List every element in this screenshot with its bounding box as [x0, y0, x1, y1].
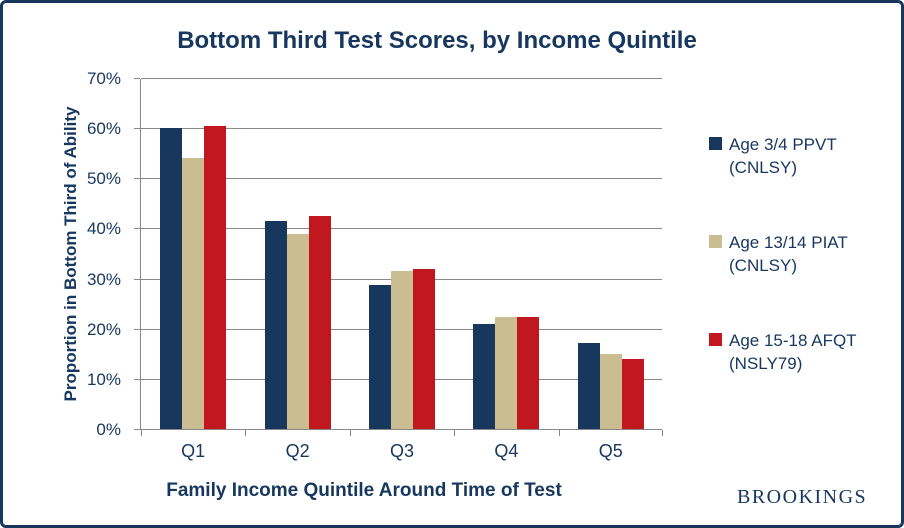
bar-q5-series-2	[599, 354, 622, 429]
bar-q4-series-1	[473, 323, 496, 429]
x-axis-tick	[454, 430, 456, 436]
legend-swatch-afqt	[709, 333, 722, 346]
legend-item-afqt: Age 15-18 AFQT (NSLY79)	[709, 329, 894, 375]
bar-q1-series-1	[160, 128, 183, 429]
bar-q4-series-3	[517, 316, 540, 429]
y-axis-label: 10%	[86, 369, 121, 389]
y-axis-label: 0%	[96, 420, 121, 439]
plot-area: 0% 10% 20% 30% 40% 50% 60% 70% Q1 Q2 Q3 Q4 Q5	[87, 69, 663, 461]
y-axis-label: 70%	[86, 69, 121, 88]
x-axis-title: Family Income Quintile Around Time of Te…	[166, 480, 562, 501]
y-axis-label: 60%	[86, 119, 121, 139]
bar-q5-series-1	[577, 343, 600, 429]
y-axis-tick	[134, 328, 140, 330]
bar-q2-series-1	[264, 221, 287, 429]
y-axis-title: Proportion in Bottom Third of Ability	[61, 106, 80, 402]
x-axis-tick	[245, 430, 247, 436]
y-axis-tick	[134, 78, 140, 79]
legend-item-ppvt: Age 3/4 PPVT (CNLSY)	[709, 133, 894, 179]
bar-q5-series-3	[621, 359, 644, 429]
bar-q3-series-2	[391, 271, 413, 429]
y-axis-label: 30%	[86, 269, 121, 289]
y-axis-tick	[134, 128, 140, 130]
x-axis-tick	[558, 430, 560, 436]
legend-swatch-piat	[709, 235, 722, 248]
legend-swatch-ppvt	[709, 137, 722, 150]
y-axis-tick	[134, 429, 140, 430]
bar-q1-series-2	[182, 158, 205, 429]
x-axis-label-q1: Q1	[181, 441, 206, 461]
bar-q3-series-1	[369, 285, 391, 429]
x-axis-label-q5: Q5	[598, 441, 623, 461]
gridline-60%	[141, 128, 662, 130]
legend-label-piat: Age 13/14 PIAT (CNLSY)	[729, 233, 848, 275]
chart-title: Bottom Third Test Scores, by Income Quin…	[177, 27, 697, 54]
gridline-40%	[141, 228, 662, 230]
y-axis-tick	[134, 228, 140, 230]
legend-item-piat: Age 13/14 PIAT (CNLSY)	[709, 231, 894, 277]
legend-label-afqt: Age 15-18 AFQT (NSLY79)	[729, 331, 857, 373]
legend-label-ppvt: Age 3/4 PPVT (CNLSY)	[729, 135, 837, 177]
bar-q4-series-2	[495, 317, 518, 429]
legend: Age 3/4 PPVT (CNLSY) Age 13/14 PIAT (CNL…	[709, 133, 894, 427]
gridline-50%	[141, 178, 662, 180]
x-axis-label-q4: Q4	[494, 441, 519, 461]
y-axis-label: 40%	[86, 219, 121, 239]
y-axis-tick	[134, 278, 140, 280]
x-axis-tick	[662, 430, 663, 436]
y-axis-label: 50%	[86, 169, 121, 189]
brookings-logo: BROOKINGS	[737, 486, 868, 508]
bar-q2-series-2	[286, 234, 309, 429]
x-axis-label-q2: Q2	[285, 441, 310, 461]
y-axis-tick	[134, 178, 140, 180]
y-axis-tick	[134, 378, 140, 380]
bar-q1-series-3	[204, 125, 227, 429]
x-axis-tick	[349, 430, 351, 436]
bar-q2-series-3	[308, 215, 331, 429]
bar-q3-series-3	[413, 268, 435, 429]
gridline-70%	[141, 78, 662, 79]
x-axis-tick	[141, 430, 142, 436]
x-axis-label-q3: Q3	[389, 441, 414, 461]
y-axis-label: 20%	[86, 319, 121, 339]
